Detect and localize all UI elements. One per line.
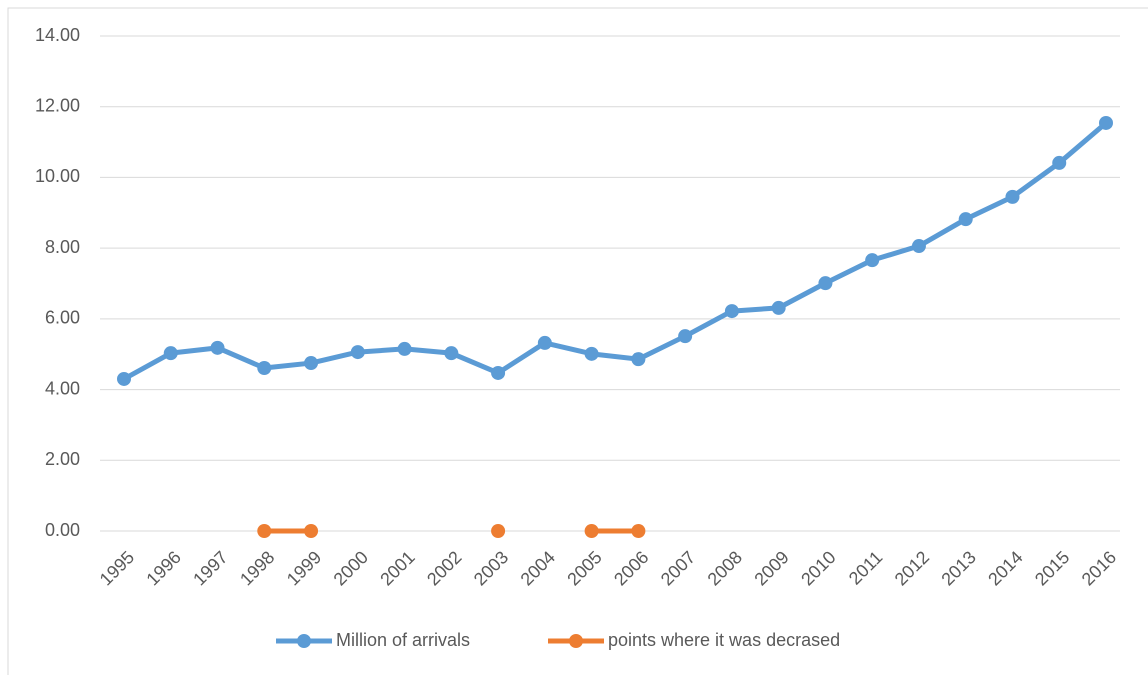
data-point: [631, 352, 646, 367]
x-tick-label: 1998: [236, 547, 278, 589]
x-tick-label: 2003: [470, 547, 512, 589]
x-tick-label: 1995: [96, 547, 138, 589]
y-tick-label: 12.00: [35, 95, 80, 115]
x-tick-label: 1997: [189, 547, 231, 589]
data-point: [724, 304, 739, 319]
x-tick-label: 2008: [704, 547, 746, 589]
data-point: [537, 335, 552, 350]
x-tick-label: 2007: [657, 547, 699, 589]
data-point: [304, 524, 319, 538]
x-tick-label: 2000: [330, 547, 372, 589]
data-point: [444, 346, 459, 361]
y-tick-label: 8.00: [45, 237, 80, 257]
data-point: [584, 346, 599, 361]
data-point: [1052, 155, 1067, 170]
y-tick-label: 14.00: [35, 25, 80, 45]
data-point: [818, 276, 833, 291]
x-tick-label: 2012: [891, 547, 933, 589]
x-tick-label: 2011: [845, 547, 887, 589]
data-point: [1099, 115, 1113, 130]
x-tick-label: 2015: [1031, 547, 1073, 589]
data-point: [678, 329, 693, 344]
data-point: [911, 239, 926, 254]
y-tick-label: 2.00: [45, 449, 80, 469]
legend-swatch-marker: [569, 634, 583, 648]
series-line: [121, 120, 1109, 382]
data-point: [491, 365, 506, 380]
data-point: [210, 340, 225, 355]
legend-label: points where it was decrased: [608, 630, 840, 650]
data-point: [771, 300, 786, 315]
x-tick-label: 2013: [937, 547, 979, 589]
x-tick-label: 2010: [797, 547, 839, 589]
y-tick-label: 0.00: [45, 520, 80, 540]
legend-label: Million of arrivals: [336, 630, 470, 650]
data-point: [491, 524, 506, 538]
data-point: [163, 346, 178, 361]
data-point: [257, 524, 272, 538]
x-tick-label: 2002: [423, 547, 465, 589]
x-tick-label: 2005: [563, 547, 605, 589]
data-point: [350, 345, 365, 360]
data-point: [117, 371, 131, 386]
x-tick-label: 2004: [517, 547, 559, 589]
data-point: [584, 524, 599, 538]
x-tick-label: 1996: [142, 547, 184, 589]
data-point: [397, 341, 412, 356]
y-tick-label: 4.00: [45, 378, 80, 398]
chart-frame: [7, 7, 1148, 675]
x-tick-label: 2006: [610, 547, 652, 589]
x-tick-label: 2014: [984, 547, 1026, 589]
y-tick-label: 6.00: [45, 308, 80, 328]
data-point: [1005, 189, 1020, 204]
x-tick-label: 1999: [283, 547, 325, 589]
data-point: [631, 524, 646, 538]
y-tick-label: 10.00: [35, 166, 80, 186]
x-tick-label: 2001: [376, 547, 418, 589]
data-point: [257, 361, 272, 376]
x-tick-label: 2009: [750, 547, 792, 589]
data-point: [865, 253, 880, 268]
data-point: [304, 356, 319, 371]
data-point: [958, 212, 973, 227]
legend-swatch-marker: [297, 634, 311, 648]
x-tick-label: 2016: [1078, 547, 1120, 589]
